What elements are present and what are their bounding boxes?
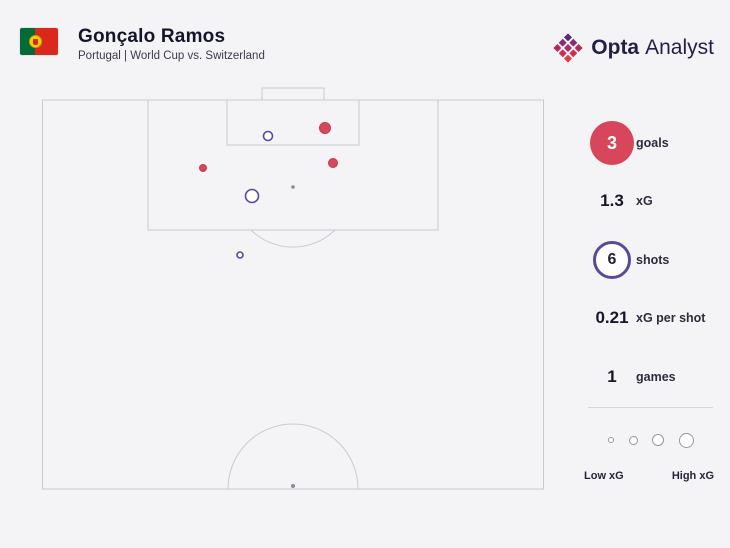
goals-label: goals <box>636 136 669 150</box>
shot-marker-goal <box>328 158 338 168</box>
stat-xg: 1.3 xG <box>588 179 730 223</box>
shots-count: 6 <box>607 251 617 268</box>
penalty-area <box>147 99 439 231</box>
opta-logo-text-bold: Opta <box>591 36 640 59</box>
pitch-outline <box>42 99 544 490</box>
stat-xg-per-shot: 0.21 xG per shot <box>588 296 730 340</box>
shot-marker-shot <box>262 130 274 142</box>
centre-circle <box>227 423 359 490</box>
opta-logo-text-light: Analyst <box>645 36 714 59</box>
legend-low-label: Low xG <box>584 470 624 482</box>
page-subtitle: Portugal | World Cup vs. Switzerland <box>78 50 265 62</box>
legend-size-circle <box>678 432 694 448</box>
legend-size-circle <box>608 437 614 443</box>
legend-high-label: High xG <box>671 470 714 482</box>
goals-count: 3 <box>606 132 617 153</box>
opta-analyst-logo: Opta Analyst <box>553 33 714 63</box>
stat-games: 1 games <box>588 355 730 399</box>
flag-red-band <box>35 28 58 55</box>
stat-goals: 3 goals <box>588 121 730 165</box>
penalty-spot <box>291 185 295 189</box>
games-label: games <box>636 370 676 384</box>
shot-map-pitch <box>42 87 544 490</box>
centre-spot <box>291 484 295 488</box>
legend-divider <box>588 407 713 408</box>
xg-label: xG <box>636 194 653 208</box>
shots-label: shots <box>636 253 670 267</box>
xg-per-shot-label: xG per shot <box>636 311 706 325</box>
six-yard-box <box>226 99 360 146</box>
legend-size-circle <box>628 435 638 445</box>
shot-marker-goal <box>199 164 207 172</box>
page-title: Gonçalo Ramos <box>78 26 226 47</box>
shots-count-badge: 6 <box>593 241 631 279</box>
goals-count-badge: 3 <box>590 121 634 165</box>
shot-marker-shot <box>236 251 244 259</box>
goal-frame <box>261 87 325 101</box>
shot-markers <box>199 122 338 259</box>
xg-value: 1.3 <box>600 191 624 210</box>
shot-marker-shot <box>244 188 260 204</box>
xg-per-shot-value: 0.21 <box>595 308 629 327</box>
flag-green-band <box>20 28 36 55</box>
legend-size-circle <box>652 434 665 446</box>
penalty-arc <box>250 229 336 248</box>
stat-shots: 6 shots <box>588 238 730 282</box>
xg-size-legend <box>608 430 694 450</box>
flag-emblem <box>29 35 42 48</box>
portugal-flag <box>20 28 58 55</box>
xg-legend-labels: Low xG High xG <box>584 470 714 482</box>
shot-marker-goal <box>319 122 331 134</box>
opta-logo-mark <box>553 33 583 63</box>
games-value: 1 <box>607 367 617 386</box>
